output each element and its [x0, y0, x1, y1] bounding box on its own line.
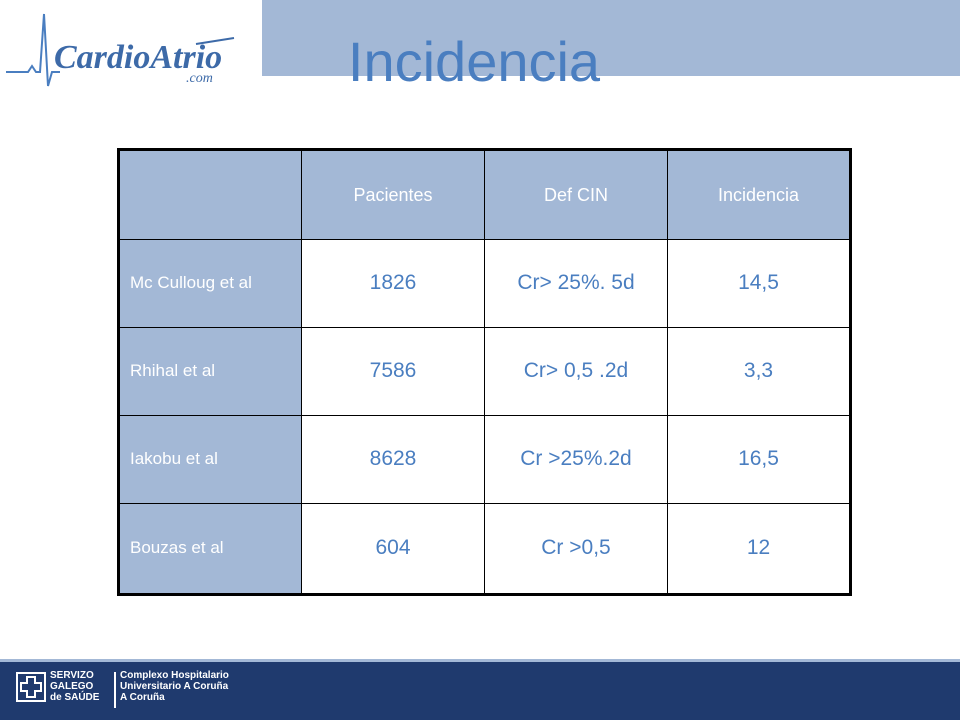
sergas-cross-icon	[16, 672, 46, 702]
pacientes-cell: 604	[301, 502, 485, 596]
svg-text:.com: .com	[186, 71, 213, 86]
incidencia-cell: 12	[667, 502, 851, 596]
def-cin-cell: Cr> 25%. 5d	[484, 239, 668, 328]
header-cell-empty	[118, 149, 302, 240]
table-header-row: Pacientes Def CIN Incidencia	[118, 149, 851, 240]
header-cell-pacientes: Pacientes	[301, 149, 485, 240]
row-label: Bouzas et al	[118, 502, 302, 596]
def-cin-cell: Cr> 0,5 .2d	[484, 326, 668, 416]
def-cin-cell: Cr >25%.2d	[484, 414, 668, 504]
page-title: Incidencia	[347, 30, 601, 93]
footer-org-text: SERVIZO GALEGO de SAÚDE	[50, 670, 100, 703]
pacientes-cell: 1826	[301, 239, 485, 328]
svg-text:CardioAtrio: CardioAtrio	[54, 39, 222, 76]
footer-band	[0, 662, 960, 720]
footer-hospital-text: Complexo Hospitalario Universitario A Co…	[120, 670, 229, 703]
table-row: Bouzas et al 604 Cr >0,5 12	[118, 502, 851, 596]
pacientes-cell: 7586	[301, 326, 485, 416]
row-label: Mc Culloug et al	[118, 239, 302, 328]
footer-separator	[114, 672, 116, 708]
row-label: Iakobu et al	[118, 414, 302, 504]
pacientes-cell: 8628	[301, 414, 485, 504]
table-row: Mc Culloug et al 1826 Cr> 25%. 5d 14,5	[118, 239, 851, 328]
def-cin-cell: Cr >0,5	[484, 502, 668, 596]
row-label: Rhihal et al	[118, 326, 302, 416]
footer-divider	[0, 659, 960, 662]
incidence-table: Pacientes Def CIN Incidencia Mc Culloug …	[117, 148, 852, 596]
header-cell-def-cin: Def CIN	[484, 149, 668, 240]
cardioatrio-logo: CardioAtrio .com	[6, 13, 235, 87]
incidencia-cell: 16,5	[667, 414, 851, 504]
header-cell-incidencia: Incidencia	[667, 149, 851, 240]
table-row: Rhihal et al 7586 Cr> 0,5 .2d 3,3	[118, 326, 851, 416]
incidencia-cell: 3,3	[667, 326, 851, 416]
incidencia-cell: 14,5	[667, 239, 851, 328]
table-row: Iakobu et al 8628 Cr >25%.2d 16,5	[118, 414, 851, 504]
